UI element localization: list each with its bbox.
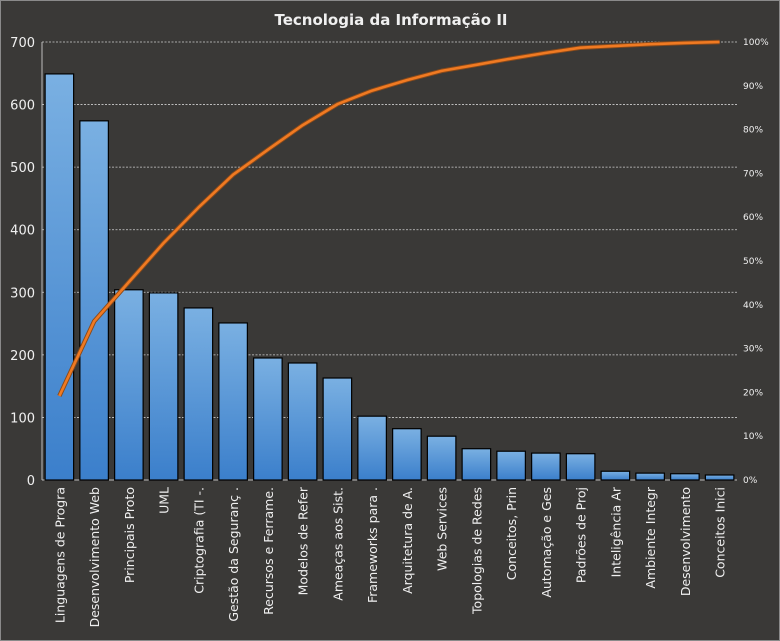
chart-title: Tecnologia da Informação II (275, 11, 508, 29)
y-tick-label: 400 (10, 224, 35, 239)
cumulative-line (58, 40, 720, 397)
bar (426, 435, 457, 481)
y-tick-label: 500 (10, 161, 35, 176)
bar (392, 428, 422, 481)
y-tick-label: 600 (10, 99, 35, 114)
y-tick-label: 100 (10, 411, 35, 426)
x-tick-label: Automação e Ges (539, 487, 554, 598)
y2-tick-label: 100% (743, 38, 769, 48)
x-tick-label: Criptografia (TI -. (191, 487, 206, 594)
x-tick-label: Desenvolvimento Web (87, 487, 102, 627)
bar (79, 120, 109, 481)
x-tick-label: Conceitos, Prin (504, 487, 519, 580)
bar (218, 322, 248, 481)
bar (496, 450, 526, 481)
y2-tick-label: 40% (743, 301, 763, 311)
x-tick-label: Topologias de Redes (469, 487, 484, 615)
x-tick-label: Frameworks para . (365, 487, 380, 603)
bar (531, 452, 561, 481)
y2-tick-label: 10% (743, 432, 763, 442)
y2-tick-label: 20% (743, 388, 763, 398)
x-tick-label: Ameaças aos Sist. (330, 487, 345, 601)
y2-tick-label: 60% (743, 213, 763, 223)
y2-tick-label: 70% (743, 169, 763, 179)
bar (183, 307, 214, 481)
bar (600, 470, 631, 481)
x-tick-label: Web Services (435, 487, 450, 571)
y2-tick-label: 0% (743, 476, 758, 486)
x-tick-label: Inteligência Ar (608, 486, 623, 577)
x-tick-label: Recursos e Ferrame. (261, 487, 276, 615)
y2-tick-label: 80% (743, 126, 763, 136)
x-tick-label: UML (157, 487, 172, 514)
bar (322, 377, 353, 481)
x-tick-label: Linguagens de Progra (52, 487, 67, 623)
y-tick-label: 300 (10, 286, 35, 301)
x-tick-label: Ambiente Integr (643, 486, 658, 588)
bar (565, 453, 596, 481)
y2-tick-label: 90% (743, 82, 763, 92)
bar (253, 357, 283, 481)
x-tick-label: Desenvolvimento (678, 487, 693, 596)
bar (704, 474, 735, 481)
bar (44, 73, 75, 481)
bar (461, 448, 492, 481)
x-tick-label: Gestão da Seguranç . (226, 487, 241, 622)
x-tick-label: Padrões de Proj (574, 487, 589, 583)
y-tick-label: 200 (10, 349, 35, 364)
y-tick-label: 0 (27, 474, 35, 489)
bar (357, 415, 387, 481)
bar (148, 292, 179, 481)
bar (114, 289, 144, 481)
y2-tick-label: 50% (743, 257, 763, 267)
x-tick-label: Modelos de Refer (296, 486, 311, 595)
bar (670, 473, 700, 481)
x-tick-label: Principais Proto (122, 487, 137, 583)
bar (287, 362, 318, 481)
y2-tick-label: 30% (743, 345, 763, 355)
bar (635, 472, 665, 481)
y-tick-label: 700 (10, 36, 35, 51)
x-tick-label: Conceitos Inici (713, 487, 728, 578)
x-tick-label: Arquitetura de A. (400, 487, 415, 594)
